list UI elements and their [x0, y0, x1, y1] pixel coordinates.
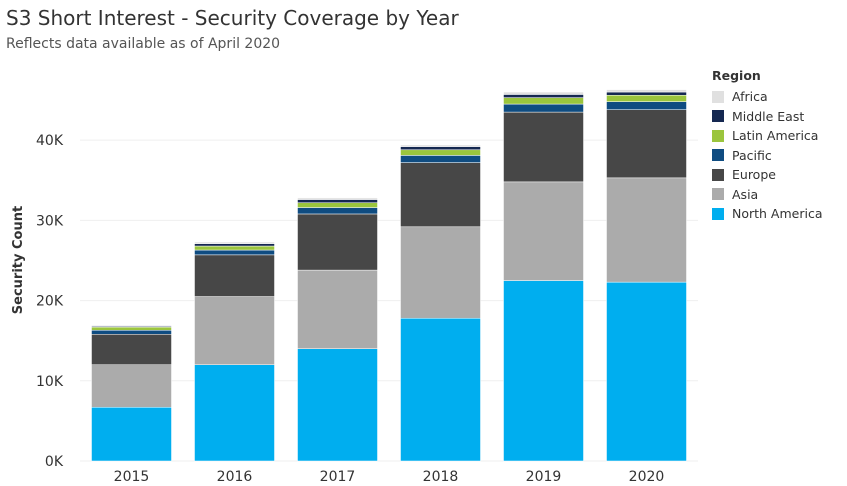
bar-stack-2020[interactable]	[606, 89, 687, 462]
legend-item-latin-america[interactable]: Latin America	[712, 126, 823, 146]
legend-item-pacific[interactable]: Pacific	[712, 146, 823, 166]
x-tick-label: 2017	[320, 469, 356, 485]
bar-segment-north-america[interactable]	[503, 280, 584, 462]
bar-stacks	[91, 89, 687, 462]
bar-segment-asia[interactable]	[194, 296, 275, 365]
bar-segment-asia[interactable]	[606, 177, 687, 283]
bar-stack-2018[interactable]	[400, 144, 481, 462]
bar-stack-2015[interactable]	[91, 325, 172, 462]
bar-segment-africa[interactable]	[400, 144, 481, 147]
bar-segment-middle-east[interactable]	[503, 94, 584, 98]
y-axis-ticks: 0K 10K 20K 30K 40K	[36, 133, 64, 470]
bar-segment-pacific[interactable]	[503, 103, 584, 113]
legend-swatch	[712, 90, 724, 103]
legend: Region Africa Middle East Latin America Pac…	[712, 68, 823, 224]
bar-segment-africa[interactable]	[91, 325, 172, 327]
legend-item-europe[interactable]: Europe	[712, 165, 823, 185]
bar-segment-north-america[interactable]	[297, 348, 378, 462]
bar-segment-north-america[interactable]	[606, 281, 687, 462]
x-tick-label: 2016	[217, 469, 253, 485]
x-axis-ticks: 2015 2016 2017 2018 2019 2020	[114, 469, 665, 485]
chart-area: 0K 10K 20K 30K 40K 2015 2016 2017 2018 2019 2020	[36, 89, 698, 485]
x-tick-label: 2018	[423, 469, 459, 485]
bar-segment-latin-america[interactable]	[91, 326, 172, 331]
legend-item-north-america[interactable]: North America	[712, 204, 823, 224]
y-tick-label: 10K	[36, 374, 64, 390]
bar-segment-africa[interactable]	[606, 89, 687, 93]
bar-segment-latin-america[interactable]	[194, 245, 275, 251]
bar-segment-latin-america[interactable]	[606, 94, 687, 102]
legend-swatch	[712, 110, 724, 123]
bar-segment-pacific[interactable]	[400, 155, 481, 163]
legend-title: Region	[712, 68, 761, 83]
y-axis-title-wrapper: Security Count	[11, 206, 26, 314]
y-tick-label: 20K	[36, 294, 64, 310]
bar-segment-middle-east[interactable]	[194, 243, 275, 247]
y-axis-title: Security Count	[11, 206, 26, 314]
bar-segment-north-america[interactable]	[91, 407, 172, 462]
bar-segment-africa[interactable]	[194, 241, 275, 244]
bar-segment-europe[interactable]	[400, 162, 481, 228]
bar-segment-europe[interactable]	[606, 109, 687, 179]
bar-segment-africa[interactable]	[297, 197, 378, 200]
y-tick-label: 40K	[36, 133, 64, 149]
x-tick-label: 2015	[114, 469, 150, 485]
bar-segment-pacific[interactable]	[297, 207, 378, 215]
legend-label: Middle East	[732, 108, 805, 124]
bar-segment-middle-east[interactable]	[297, 199, 378, 203]
bar-stack-2017[interactable]	[297, 197, 378, 462]
legend-item-asia[interactable]: Asia	[712, 185, 823, 205]
legend-swatch	[712, 188, 724, 201]
bar-segment-africa[interactable]	[503, 91, 584, 95]
chart-title: S3 Short Interest - Security Coverage by…	[6, 6, 459, 30]
y-tick-label: 30K	[36, 213, 64, 229]
legend-item-africa[interactable]: Africa	[712, 87, 823, 107]
bar-segment-europe[interactable]	[297, 213, 378, 271]
bar-stack-2019[interactable]	[503, 91, 584, 462]
bar-segment-asia[interactable]	[503, 181, 584, 281]
legend-label: North America	[732, 206, 823, 222]
bar-stack-2016[interactable]	[194, 241, 275, 462]
legend-swatch	[712, 168, 724, 181]
legend-label: Asia	[732, 186, 759, 202]
bar-segment-pacific[interactable]	[606, 101, 687, 110]
legend-label: Latin America	[732, 128, 819, 144]
legend-item-middle-east[interactable]: Middle East	[712, 107, 823, 127]
legend-swatch	[712, 129, 724, 142]
legend-label: Africa	[732, 89, 768, 105]
legend-swatch	[712, 207, 724, 220]
bar-segment-north-america[interactable]	[194, 364, 275, 462]
bar-segment-latin-america[interactable]	[297, 202, 378, 208]
legend-label: Europe	[732, 167, 776, 183]
chart-subtitle: Reflects data available as of April 2020	[6, 36, 281, 52]
bar-segment-pacific[interactable]	[194, 249, 275, 256]
legend-items: Africa Middle East Latin America Pacific Eur…	[712, 87, 823, 224]
bar-segment-north-america[interactable]	[400, 317, 481, 462]
legend-swatch	[712, 149, 724, 162]
bar-segment-latin-america[interactable]	[503, 97, 584, 105]
bar-segment-asia[interactable]	[297, 269, 378, 349]
bar-segment-asia[interactable]	[400, 226, 481, 319]
x-tick-label: 2019	[526, 469, 562, 485]
bar-segment-europe[interactable]	[503, 111, 584, 183]
gridlines	[80, 139, 698, 462]
y-tick-label: 0K	[45, 454, 64, 470]
bar-segment-pacific[interactable]	[91, 330, 172, 335]
bar-segment-middle-east[interactable]	[606, 91, 687, 96]
bar-segment-europe[interactable]	[91, 334, 172, 365]
bar-segment-latin-america[interactable]	[400, 149, 481, 156]
x-tick-label: 2020	[629, 469, 665, 485]
bar-segment-asia[interactable]	[91, 364, 172, 408]
legend-label: Pacific	[732, 147, 772, 163]
bar-segment-europe[interactable]	[194, 254, 275, 297]
bar-segment-middle-east[interactable]	[400, 146, 481, 151]
